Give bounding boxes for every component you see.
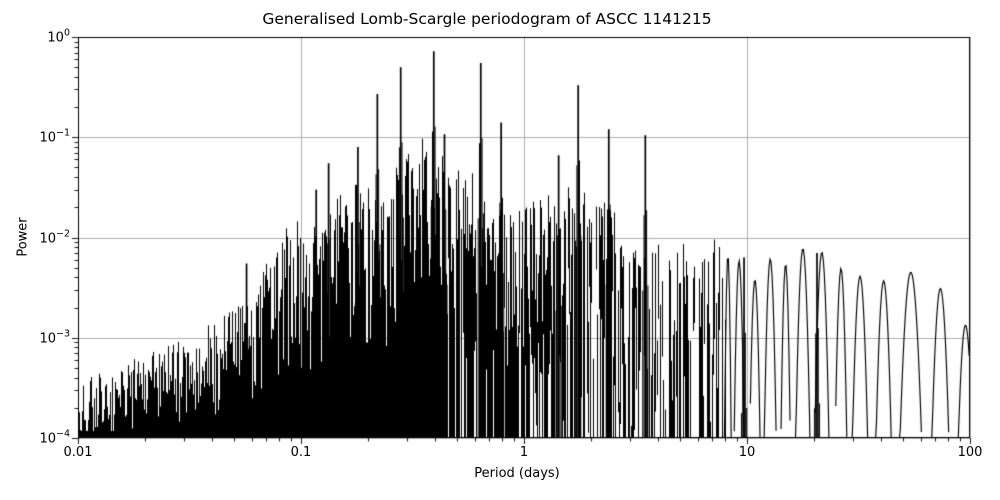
chart-title: Generalised Lomb-Scargle periodogram of … [262,10,712,28]
y-tick-label: 10−3 [39,328,70,347]
x-axis-label: Period (days) [474,466,560,481]
y-tick-label: 100 [47,27,70,46]
y-tick-label: 10−2 [39,227,70,247]
y-tick-label: 10−1 [39,127,70,146]
x-tick-label: 100 [957,445,983,460]
x-tick-label: 0.1 [290,445,312,460]
y-tick-label: 10−4 [39,428,70,447]
x-tick-label: 10 [738,445,756,460]
x-tick-label: 1 [519,445,529,460]
x-tick-label: 0.01 [63,445,93,460]
